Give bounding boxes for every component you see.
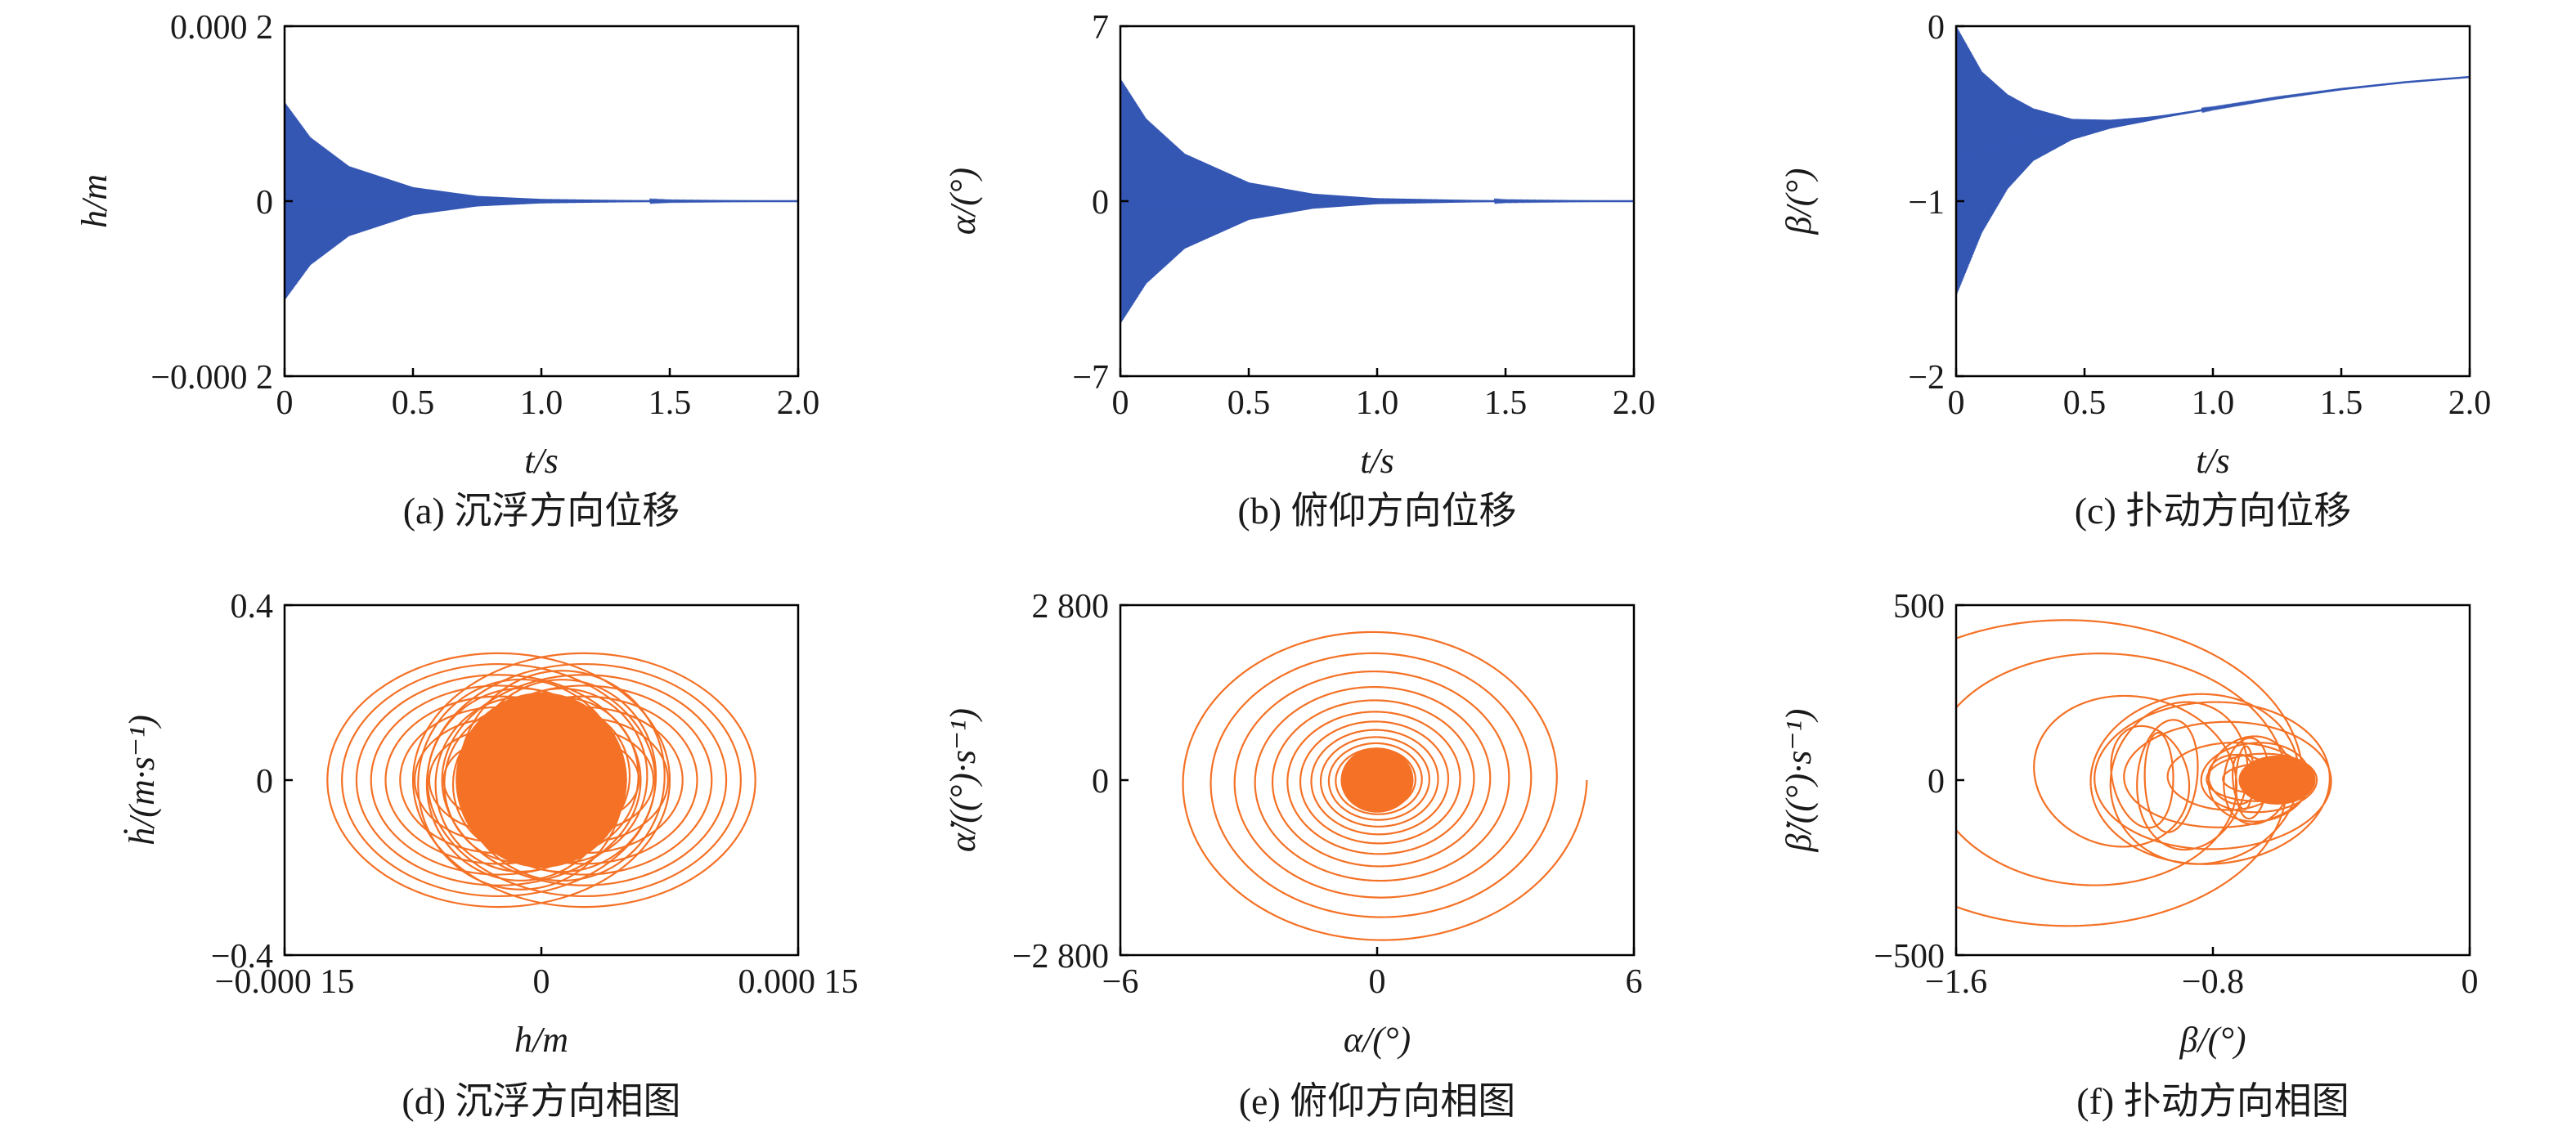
x-tick-label: 0.5 <box>2063 384 2107 422</box>
y-axis-label: β/(°) <box>1779 168 1819 235</box>
y-tick-label: 0 <box>1092 184 1109 222</box>
series-group <box>285 102 798 300</box>
subplot-caption: (d) 沉浮方向相图 <box>402 1080 680 1122</box>
x-tick-label: 1.0 <box>2192 384 2235 422</box>
y-axis-label: α̇/((°)·s⁻¹) <box>943 708 983 852</box>
series-group <box>326 652 756 908</box>
subplot-caption: (b) 俯仰方向位移 <box>1237 490 1516 532</box>
x-tick-label: 2.0 <box>2448 384 2492 422</box>
y-tick-label: 0 <box>1928 763 1945 801</box>
subplot-a: 0 0.5 1.0 1.5 2.0−0.000 200.000 2t/sh/m(a) 沉… <box>74 9 819 532</box>
series-group <box>1120 79 1634 324</box>
x-tick-label: 0 <box>1369 963 1386 1001</box>
y-tick-label: −2 800 <box>1012 938 1109 976</box>
y-tick-label: 0.000 2 <box>170 9 273 47</box>
y-tick-label: −500 <box>1874 938 1945 976</box>
x-tick-label: 0 <box>533 963 550 1001</box>
phase-core <box>456 693 627 868</box>
y-tick-label: 0.4 <box>231 588 274 626</box>
y-tick-label: −1 <box>1908 184 1945 222</box>
x-tick-label: 0 <box>2462 963 2479 1001</box>
subplot-c: 0 0.5 1.0 1.5 2.0 −2 −1 0 t/s β/(°) (c) 扑动方向位移 <box>1779 9 2491 532</box>
phase-core <box>2238 756 2316 805</box>
y-axis-label: ḣ/(m·s⁻¹) <box>122 715 162 846</box>
y-tick-label: 0 <box>1928 9 1945 47</box>
x-tick-label: 1.0 <box>520 384 563 422</box>
plot-frame <box>1954 25 2471 378</box>
x-tick-label: 1.5 <box>2320 384 2363 422</box>
y-tick-label: −7 <box>1072 359 1109 397</box>
subplot-f: −1.6 −0.8 0 −500 0 500 β/(°) β̇/((°)·s⁻¹) (f) 扑动… <box>1779 588 2479 1122</box>
y-axis-label: α/(°) <box>943 168 983 235</box>
x-tick-label: 2.0 <box>777 384 820 422</box>
x-axis-label: h/m <box>514 1020 568 1060</box>
x-tick-label: 0.5 <box>392 384 435 422</box>
subplot-caption: (c) 扑动方向位移 <box>2075 490 2352 532</box>
y-tick-label: −2 <box>1908 359 1945 397</box>
x-tick-label: −1.6 <box>1925 963 1987 1001</box>
phase-loop <box>411 652 756 908</box>
x-tick-label: 6 <box>1626 963 1643 1001</box>
x-tick-label: 1.0 <box>1356 384 1399 422</box>
x-axis-label: t/s <box>1360 441 1394 481</box>
x-axis-label: t/s <box>524 441 559 481</box>
y-tick-label: −0.000 2 <box>150 359 273 397</box>
x-tick-label: 1.5 <box>1484 384 1528 422</box>
y-axis-label: h/m <box>74 174 114 228</box>
y-tick-label: −0.4 <box>211 938 273 976</box>
x-tick-label: −0.000 15 <box>215 963 355 1001</box>
x-axis-label: α/(°) <box>1344 1020 1411 1060</box>
series-center-line <box>1956 75 2470 162</box>
x-tick-label: 1.5 <box>648 384 692 422</box>
subplot-caption: (a) 沉浮方向位移 <box>403 490 680 532</box>
phase-loop <box>326 652 671 908</box>
x-tick-label: −0.8 <box>2182 963 2244 1001</box>
series-group <box>1956 619 2332 927</box>
subplot-d: −0.000 15 0 0.000 15 −0.4 0 0.4 h/m ḣ/(m·s⁻¹) (d… <box>122 588 859 1122</box>
y-tick-label: 0 <box>256 763 273 801</box>
x-tick-label: 0 <box>1948 384 1965 422</box>
y-tick-label: 0 <box>256 184 273 222</box>
subplot-caption: (f) 扑动方向相图 <box>2076 1080 2349 1122</box>
x-tick-label: 0 <box>276 384 294 422</box>
y-tick-label: 7 <box>1092 9 1109 47</box>
series-group <box>1956 26 2470 295</box>
y-tick-label: 2 800 <box>1032 588 1110 626</box>
plot-frame <box>1954 603 2471 957</box>
x-axis-label: t/s <box>2196 441 2230 481</box>
y-tick-label: 500 <box>1893 588 1945 626</box>
phase-loop <box>355 674 642 886</box>
phase-core <box>1340 747 1414 813</box>
x-tick-label: 0.000 15 <box>738 963 859 1001</box>
phase-loop <box>441 674 728 886</box>
x-tick-label: −6 <box>1102 963 1139 1001</box>
series-line-0 <box>1956 26 2470 295</box>
series-group <box>1182 630 1588 941</box>
y-tick-label: 0 <box>1092 763 1109 801</box>
x-axis-label: β/(°) <box>2179 1020 2246 1060</box>
y-axis-label: β̇/((°)·s⁻¹) <box>1779 709 1819 853</box>
subplot-e: −6 0 6 −2 800 0 2 800 α/(°) α̇/((°)·s⁻¹) (e) 俯仰方… <box>943 588 1643 1122</box>
x-tick-label: 0 <box>1112 384 1129 422</box>
x-tick-label: 0.5 <box>1227 384 1271 422</box>
subplot-caption: (e) 俯仰方向相图 <box>1239 1080 1516 1122</box>
x-tick-label: 2.0 <box>1613 384 1656 422</box>
